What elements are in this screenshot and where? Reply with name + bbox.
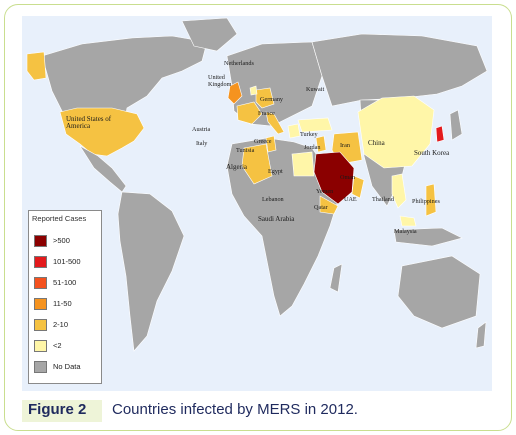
usa-region bbox=[59, 107, 145, 157]
label-saudi-arabia: Saudi Arabia bbox=[258, 215, 295, 223]
label-uae: UAE bbox=[344, 196, 357, 203]
label-malaysia: Malaysia bbox=[394, 228, 417, 235]
label-yemen: Yemen bbox=[316, 188, 334, 195]
uk-region bbox=[227, 81, 243, 105]
greenland bbox=[181, 17, 238, 52]
label-austria: Austria bbox=[192, 126, 211, 133]
world-map-svg bbox=[26, 17, 488, 352]
new-zealand bbox=[475, 321, 487, 349]
legend-label: 11-50 bbox=[53, 299, 72, 308]
label-jordan: Jordan bbox=[304, 144, 321, 151]
legend-swatch bbox=[34, 277, 47, 289]
yemen-region bbox=[319, 195, 339, 215]
greece-region bbox=[287, 123, 301, 139]
map-legend: Reported Cases >500 101-500 51-100 11-50… bbox=[28, 210, 102, 384]
malaysia-region bbox=[399, 215, 417, 227]
legend-label: 2-10 bbox=[53, 320, 69, 329]
label-greece: Greece bbox=[254, 138, 272, 145]
label-egypt: Egypt bbox=[268, 168, 283, 175]
philippines-region bbox=[425, 183, 437, 217]
netherlands-region bbox=[249, 85, 258, 96]
label-tunisia: Tunisia bbox=[236, 147, 255, 154]
legend-swatch bbox=[34, 298, 47, 310]
oman-region bbox=[351, 175, 365, 199]
algeria-region bbox=[241, 143, 273, 185]
legend-label: <2 bbox=[53, 341, 62, 350]
legend-label: 101-500 bbox=[53, 257, 81, 266]
label-germany: Germany bbox=[260, 96, 284, 103]
china-region bbox=[357, 95, 435, 169]
levant-region bbox=[315, 135, 327, 153]
label-iran: Iran bbox=[340, 142, 350, 149]
label-italy: Italy bbox=[196, 140, 208, 147]
france-region bbox=[236, 101, 263, 125]
germany-region bbox=[255, 87, 275, 109]
south-america bbox=[117, 191, 185, 352]
south-korea-region bbox=[435, 125, 445, 143]
caption-label-background bbox=[22, 400, 102, 422]
japan bbox=[449, 109, 463, 141]
legend-swatch bbox=[34, 319, 47, 331]
egypt-region bbox=[291, 151, 315, 177]
legend-label: No Data bbox=[53, 362, 81, 371]
figure-caption: Countries infected by MERS in 2012. bbox=[112, 401, 358, 418]
label-china: China bbox=[368, 139, 385, 147]
alaska bbox=[26, 51, 47, 81]
indonesia bbox=[393, 227, 463, 247]
legend-title: Reported Cases bbox=[32, 214, 87, 223]
label-uk: United Kingdom bbox=[208, 74, 232, 88]
legend-swatch bbox=[34, 235, 47, 247]
label-thailand: Thailand bbox=[372, 196, 394, 203]
italy-region bbox=[265, 111, 285, 135]
label-oman: Oman bbox=[340, 174, 356, 181]
legend-swatch bbox=[34, 256, 47, 268]
label-philippines: Philippines bbox=[412, 198, 440, 205]
madagascar bbox=[329, 263, 343, 293]
turkey-region bbox=[297, 117, 333, 133]
saudi-arabia-region bbox=[313, 151, 355, 205]
north-asia bbox=[311, 33, 488, 107]
label-kuwait: Kuwait bbox=[306, 86, 325, 93]
legend-swatch bbox=[34, 361, 47, 373]
australia bbox=[397, 255, 481, 329]
legend-label: >500 bbox=[53, 236, 70, 245]
legend-swatch bbox=[34, 340, 47, 352]
label-france: France bbox=[258, 110, 275, 117]
label-lebanon: Lebanon bbox=[262, 196, 284, 203]
thailand-region bbox=[391, 173, 407, 209]
label-turkey: Turkey bbox=[300, 131, 318, 138]
label-netherlands: Netherlands bbox=[224, 60, 254, 67]
label-algeria: Algeria bbox=[226, 163, 247, 171]
label-usa: United States of America bbox=[66, 115, 112, 130]
figure-label: Figure 2 bbox=[28, 401, 87, 418]
legend-label: 51-100 bbox=[53, 278, 77, 287]
label-qatar: Qatar bbox=[314, 204, 328, 211]
tunisia-region bbox=[265, 135, 277, 153]
central-america bbox=[79, 145, 127, 193]
label-south-korea: South Korea bbox=[414, 149, 450, 157]
